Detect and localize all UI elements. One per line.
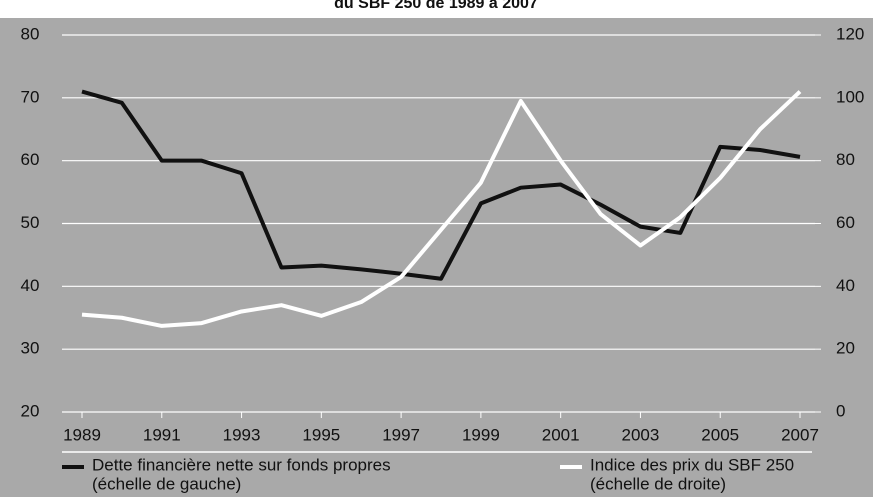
y-tick-label: 60 (21, 150, 40, 169)
x-tick-label: 2005 (701, 425, 739, 444)
y-tick-label: 30 (21, 339, 40, 358)
data-line (81, 90, 802, 328)
y2-tick-label: 60 (836, 213, 855, 232)
y-tick-label: 20 (21, 401, 40, 420)
y2-tick-label: 20 (836, 339, 855, 358)
y2-tick-label: 40 (836, 276, 855, 295)
x-tick-label: 1989 (63, 425, 101, 444)
y-tick-label: 40 (21, 276, 40, 295)
y2-tick-label: 120 (836, 24, 864, 43)
x-tick-label: 1991 (143, 425, 181, 444)
data-line (81, 89, 801, 281)
x-tick-label: 1997 (382, 425, 420, 444)
legend-label: Indice des prix du SBF 250 (590, 455, 794, 474)
legend-sublabel: (échelle de droite) (590, 474, 726, 493)
x-tick-label: 2003 (622, 425, 660, 444)
chart-title: du SBF 250 de 1989 à 2007 (334, 0, 538, 12)
y-tick-label: 50 (21, 213, 40, 232)
y-tick-label: 80 (21, 24, 40, 43)
x-tick-label: 2007 (781, 425, 819, 444)
chart-background (0, 18, 873, 497)
legend-label: Dette financière nette sur fonds propres (92, 455, 391, 474)
x-tick-label: 2001 (542, 425, 580, 444)
y2-tick-label: 80 (836, 150, 855, 169)
x-tick-label: 1993 (223, 425, 261, 444)
y2-tick-label: 100 (836, 87, 864, 106)
x-tick-label: 1995 (302, 425, 340, 444)
y-tick-label: 70 (21, 87, 40, 106)
x-tick-label: 1999 (462, 425, 500, 444)
y2-tick-label: 0 (836, 401, 845, 420)
legend-sublabel: (échelle de gauche) (92, 474, 241, 493)
